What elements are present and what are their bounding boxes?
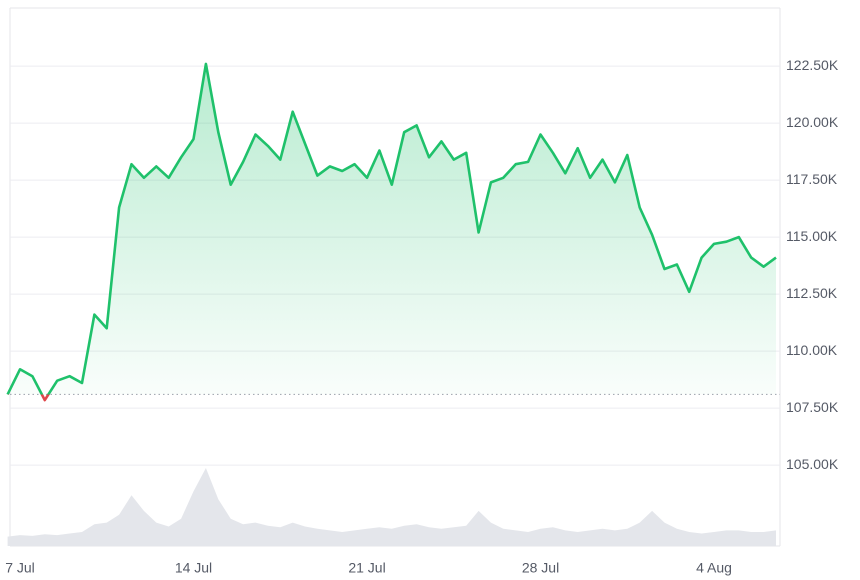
y-tick-label: 122.50K	[786, 57, 839, 73]
price-area	[7, 63, 776, 395]
y-tick-label: 105.00K	[786, 456, 839, 472]
y-tick-label: 110.00K	[786, 342, 838, 358]
y-tick-label: 115.00K	[786, 228, 838, 244]
x-tick-label: 28 Jul	[522, 560, 559, 576]
volume-area	[7, 468, 777, 546]
x-tick-label: 21 Jul	[348, 560, 385, 576]
x-tick-label: 14 Jul	[175, 560, 212, 576]
y-tick-label: 120.00K	[786, 114, 839, 130]
y-tick-label: 112.50K	[786, 285, 838, 301]
x-tick-label: 7 Jul	[5, 560, 35, 576]
x-tick-label: 4 Aug	[696, 560, 732, 576]
y-tick-label: 107.50K	[786, 399, 839, 415]
y-tick-label: 117.50K	[786, 171, 838, 187]
price-line	[6, 62, 777, 402]
